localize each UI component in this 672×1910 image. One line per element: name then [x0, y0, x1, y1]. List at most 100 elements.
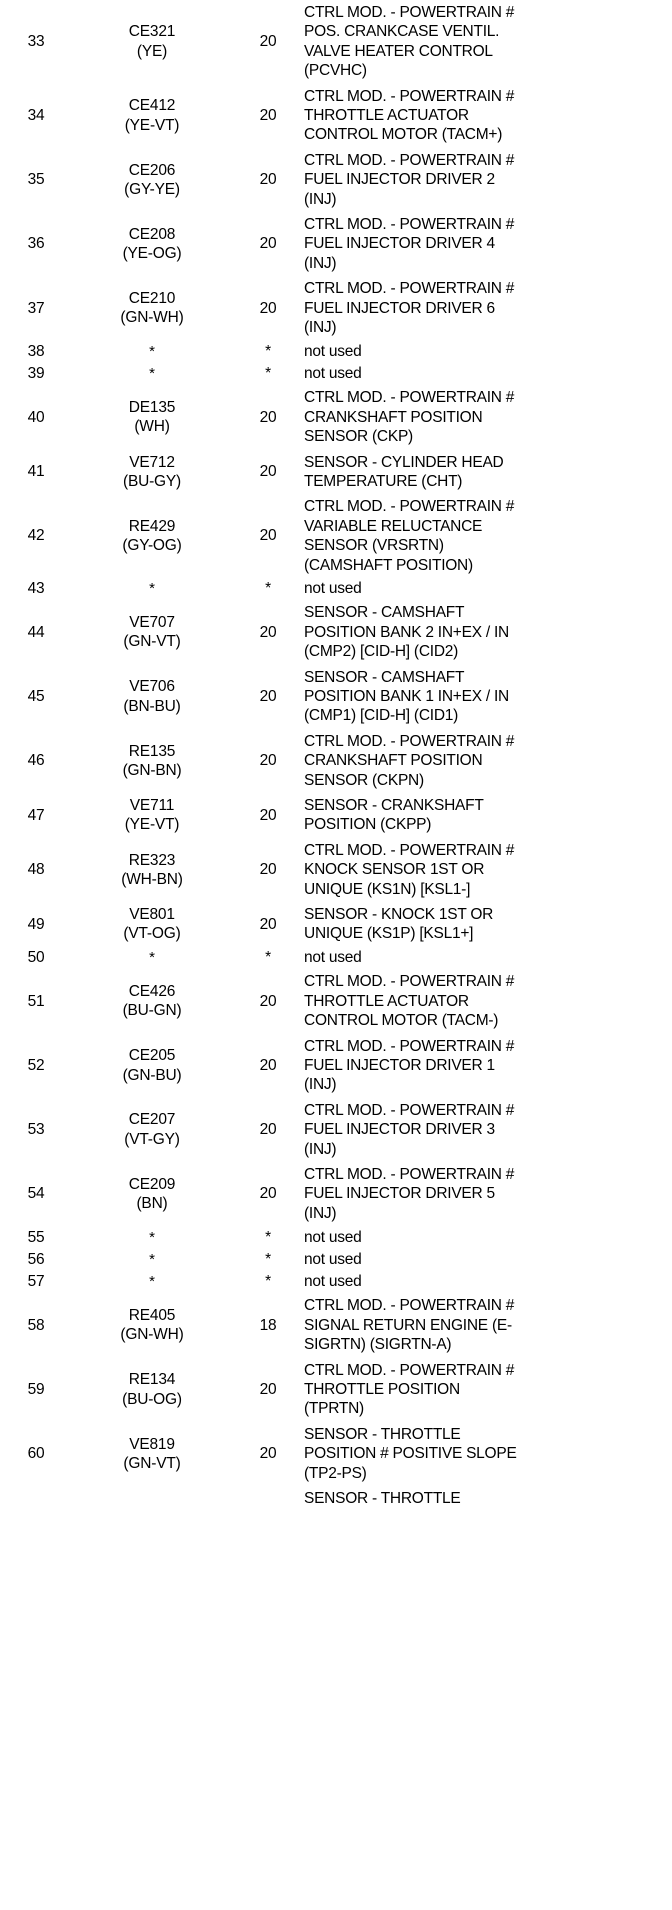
- circuit-id: RE134: [128, 1371, 176, 1389]
- description-line: SENSOR - CRANKSHAFT: [304, 797, 484, 815]
- table-row: 60 VE819 (GN-VT) 20 SENSOR - THROTTLE POSITIO…: [0, 1422, 672, 1486]
- circuit-id: *: [149, 343, 155, 360]
- circuit-cell: RE323 (WH-BN): [72, 838, 232, 902]
- pin-number-cell: 44: [27, 623, 45, 641]
- circuit-id: VE819: [129, 1435, 175, 1453]
- pin-number-cell: 39: [27, 365, 45, 383]
- circuit-cell: RE134 (BU-OG): [72, 1358, 232, 1422]
- description-cell: CTRL MOD. - POWERTRAIN # FUEL INJECTOR DR…: [304, 1034, 672, 1098]
- description-line: UNIQUE (KS1N) [KSL1-]: [304, 880, 471, 898]
- circuit-id: CE206: [128, 161, 176, 179]
- pin-number-cell: 47: [27, 806, 45, 824]
- pin-number-cell: 51: [27, 992, 45, 1010]
- wire-gauge-cell: *: [265, 1228, 271, 1246]
- description-line: FUEL INJECTOR DRIVER 6: [304, 299, 495, 317]
- circuit-color-code: (WH): [134, 418, 170, 436]
- description-cell: CTRL MOD. - POWERTRAIN # FUEL INJECTOR DR…: [304, 1098, 672, 1162]
- description-cell: CTRL MOD. - POWERTRAIN # FUEL INJECTOR DR…: [304, 212, 672, 276]
- pin-number-cell: [0, 1486, 72, 1508]
- circuit-color-code: (GN-VT): [123, 1454, 181, 1472]
- description-line: (CMP1) [CID-H] (CID1): [304, 707, 459, 725]
- description-line: FUEL INJECTOR DRIVER 2: [304, 171, 495, 189]
- pin-number-cell: 49: [27, 915, 45, 933]
- circuit-cell: *: [72, 1271, 232, 1293]
- circuit-cell: CE321 (YE): [72, 0, 232, 84]
- description-line: (TPRTN): [304, 1400, 364, 1418]
- circuit-cell: RE429 (GY-OG): [72, 494, 232, 578]
- table-row: 56 * * not used: [0, 1249, 672, 1271]
- wire-gauge-cell: 20: [259, 752, 277, 770]
- description-line: SIGRTN) (SIGRTN-A): [304, 1336, 452, 1354]
- wire-gauge-cell: 20: [259, 806, 277, 824]
- description-line: FUEL INJECTOR DRIVER 4: [304, 235, 495, 253]
- table-row: 54 CE209 (BN) 20 CTRL MOD. - POWERTRAIN # FUE…: [0, 1162, 672, 1226]
- circuit-cell: CE206 (GY-YE): [72, 148, 232, 212]
- description-line: CTRL MOD. - POWERTRAIN #: [304, 732, 515, 750]
- description-line: POSITION BANK 1 IN+EX / IN: [304, 688, 509, 705]
- table-row: 59 RE134 (BU-OG) 20 CTRL MOD. - POWERTRAIN #…: [0, 1358, 672, 1422]
- wire-gauge-cell: 20: [259, 171, 277, 189]
- description-line: CTRL MOD. - POWERTRAIN #: [304, 1037, 515, 1055]
- circuit-color-code: (BU-OG): [122, 1390, 182, 1408]
- circuit-id: *: [149, 949, 155, 967]
- description-cell: CTRL MOD. - POWERTRAIN # CRANKSHAFT POSIT…: [304, 729, 672, 793]
- pin-number-cell: 46: [27, 752, 45, 770]
- circuit-id: DE135: [128, 399, 176, 417]
- description-line: SENSOR - CAMSHAFT: [304, 604, 465, 622]
- circuit-cell: VE711 (YE-VT): [72, 793, 232, 838]
- description-line: SENSOR - THROTTLE: [304, 1490, 461, 1508]
- wire-gauge-cell: 20: [259, 1185, 277, 1203]
- circuit-color-code: (GY-OG): [122, 537, 182, 555]
- pin-number-cell: 33: [27, 33, 45, 51]
- wire-gauge-cell: 20: [259, 915, 277, 933]
- wire-gauge-cell: 20: [259, 33, 277, 51]
- wire-gauge-cell: 20: [259, 463, 277, 481]
- description-cell: CTRL MOD. - POWERTRAIN # POS. CRANKCASE V…: [304, 0, 672, 84]
- circuit-color-code: (GN-WH): [120, 1326, 184, 1344]
- circuit-id: RE135: [128, 742, 176, 760]
- description-line: CTRL MOD. - POWERTRAIN #: [304, 973, 515, 991]
- circuit-cell: CE205 (GN-BU): [72, 1034, 232, 1098]
- circuit-color-code: (WH-BN): [121, 870, 183, 888]
- pin-number-cell: 42: [27, 527, 45, 545]
- description-line: CTRL MOD. - POWERTRAIN #: [304, 280, 515, 298]
- wire-gauge-cell: 20: [259, 299, 277, 317]
- description-cell: SENSOR - THROTTLE: [304, 1486, 672, 1508]
- circuit-id: *: [149, 580, 155, 598]
- description-line: SIGNAL RETURN ENGINE (E-: [304, 1316, 512, 1334]
- description-cell: CTRL MOD. - POWERTRAIN # FUEL INJECTOR DR…: [304, 148, 672, 212]
- wire-gauge-cell: 20: [259, 107, 277, 125]
- table-row: 37 CE210 (GN-WH) 20 CTRL MOD. - POWERTRAIN #…: [0, 276, 672, 340]
- pin-number-cell: 58: [27, 1316, 45, 1334]
- pin-number-cell: 52: [27, 1056, 45, 1074]
- wire-gauge-cell: [232, 1486, 304, 1508]
- description-line: (INJ): [304, 319, 337, 337]
- description-line: VARIABLE RELUCTANCE: [304, 517, 483, 535]
- circuit-id: *: [149, 1251, 155, 1269]
- wire-gauge-cell: *: [265, 949, 271, 967]
- table-row: 34 CE412 (YE-VT) 20 CTRL MOD. - POWERTRAIN #…: [0, 84, 672, 148]
- circuit-id: CE209: [128, 1175, 176, 1193]
- description-line: (INJ): [304, 254, 337, 272]
- pin-number-cell: 43: [27, 580, 45, 598]
- table-row: 35 CE206 (GY-YE) 20 CTRL MOD. - POWERTRAIN #…: [0, 148, 672, 212]
- circuit-id: VE706: [129, 678, 175, 696]
- circuit-id: *: [149, 365, 155, 383]
- description-line: CONTROL MOTOR (TACM+): [304, 126, 503, 144]
- description-line: CTRL MOD. - POWERTRAIN #: [304, 1101, 515, 1119]
- circuit-id: CE205: [128, 1047, 176, 1065]
- description-cell: not used: [304, 1249, 672, 1271]
- description-line: not used: [304, 343, 362, 360]
- circuit-color-code: (BU-GN): [122, 1002, 182, 1020]
- circuit-id: VE801: [129, 906, 175, 924]
- description-line: CTRL MOD. - POWERTRAIN #: [304, 4, 515, 21]
- description-line: CRANKSHAFT POSITION: [304, 752, 483, 770]
- circuit-id: RE429: [128, 517, 176, 535]
- description-cell: not used: [304, 1271, 672, 1293]
- wire-gauge-cell: *: [265, 580, 271, 598]
- pinout-table-body: 33 CE321 (YE) 20 CTRL MOD. - POWERTRAIN # POS…: [0, 0, 672, 1508]
- description-line: POS. CRANKCASE VENTIL.: [304, 23, 500, 41]
- description-line: CTRL MOD. - POWERTRAIN #: [304, 1297, 515, 1315]
- pinout-table: 33 CE321 (YE) 20 CTRL MOD. - POWERTRAIN # POS…: [0, 0, 672, 1508]
- description-cell: CTRL MOD. - POWERTRAIN # THROTTLE ACTUATO…: [304, 969, 672, 1033]
